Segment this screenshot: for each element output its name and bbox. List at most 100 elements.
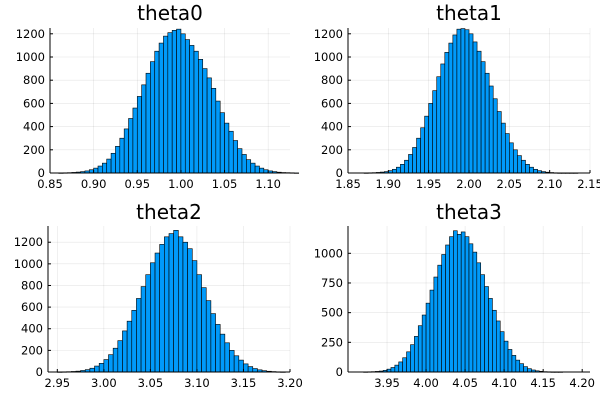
histogram-bars [58,28,300,174]
y-tick-label: 1200 [14,235,43,249]
x-tick-label: 2.15 [577,177,600,191]
histogram-bar [178,236,184,373]
histogram-bar [219,112,225,174]
histogram-bar [94,365,100,373]
histogram-bar [193,50,199,174]
histogram-bar [412,147,417,174]
histogram-bar [432,90,438,174]
x-tick-label: 0.90 [81,177,107,191]
histogram-bar [414,336,419,373]
histogram-bar [252,368,258,373]
x-tick-label: 2.00 [456,177,482,191]
histogram-bar [97,165,103,174]
histogram-bar [484,72,490,174]
histogram-bar [441,254,446,373]
histogram-bar [476,50,482,174]
histogram-bar [228,130,234,174]
chart-title: theta3 [436,200,502,224]
histogram-bar [456,234,462,373]
histogram-bar [131,310,137,373]
histogram-bar [106,158,112,174]
histogram-bar [396,166,401,174]
histogram-bar [492,98,498,174]
histogram-bar [246,159,252,174]
histogram-bar [98,363,105,373]
x-tick-label: 4.10 [491,376,517,390]
y-tick-label: 600 [23,96,45,110]
histogram-bar [496,320,501,373]
histogram-bar [484,286,489,373]
histogram-bar [119,137,125,174]
histogram-bar [420,127,425,174]
histogram-bar [488,298,493,373]
x-tick-label: 1.95 [416,177,442,191]
x-tick-label: 3.15 [231,376,257,390]
histogram-bar [445,244,450,373]
histogram-bar [398,361,403,373]
y-tick-label: 1200 [16,27,45,41]
histogram-bar [229,350,235,373]
histogram-bar [468,243,474,373]
histogram-bar [404,159,409,174]
y-tick-label: 1000 [314,50,343,64]
x-tick-label: 3.20 [277,376,303,390]
histogram-bar [136,96,142,174]
histogram-bar [429,289,435,373]
histogram-bar [533,168,538,174]
histogram-bar [176,28,182,174]
histogram-bar [184,39,190,174]
y-tick-label: 400 [21,322,43,336]
histogram-bar [410,344,415,373]
histogram-bar [437,264,442,373]
y-tick-label: 1000 [314,246,343,260]
histogram-bar [110,152,116,174]
histogram-bar [215,100,221,174]
x-tick-label: 3.05 [138,376,164,390]
histogram-bar [158,42,164,174]
histogram-bar [210,313,216,373]
histogram-bar [238,359,244,373]
histogram-bar [140,286,147,373]
histogram-bars [363,230,563,373]
histogram-bar [128,118,134,174]
x-tick-label: 2.05 [497,177,523,191]
histogram-bar [515,359,521,373]
histogram-bar [241,154,247,174]
histogram-bar [464,29,470,174]
histogram-bar [513,149,518,174]
y-tick-label: 1200 [314,27,343,41]
histogram-bar [496,111,502,174]
histogram-bar [123,128,129,174]
histogram-bar [259,167,265,174]
histogram-bar [460,231,466,373]
x-tick-label: 1.05 [212,177,238,191]
histogram-bar [456,28,462,174]
y-tick-label: 1000 [14,257,43,271]
histogram-bar [503,340,509,373]
y-tick-label: 400 [321,120,343,134]
histogram-bar [488,85,494,174]
histogram-bar [180,33,186,174]
y-tick-label: 1000 [16,50,45,64]
histogram-bar [168,233,174,373]
histogram-bar [507,349,513,373]
histogram-bar [115,146,121,174]
x-tick-label: 4.05 [452,376,478,390]
histogram-bar [472,251,478,373]
histogram-bar [433,276,439,373]
histogram-bar [480,274,485,373]
histogram-bar [126,320,133,373]
y-tick-label: 800 [21,278,43,292]
y-tick-label: 0 [336,166,343,180]
x-tick-label: 1.85 [335,177,361,191]
chart-title: theta1 [436,1,502,25]
y-tick-label: 0 [36,365,43,379]
histogram-bar [521,159,526,174]
y-tick-label: 500 [321,306,343,320]
histogram-bar [173,230,179,373]
histogram-bar [196,274,202,373]
histogram-bar [159,244,165,373]
chart-title: theta2 [136,200,202,224]
histogram-bar [424,115,429,174]
